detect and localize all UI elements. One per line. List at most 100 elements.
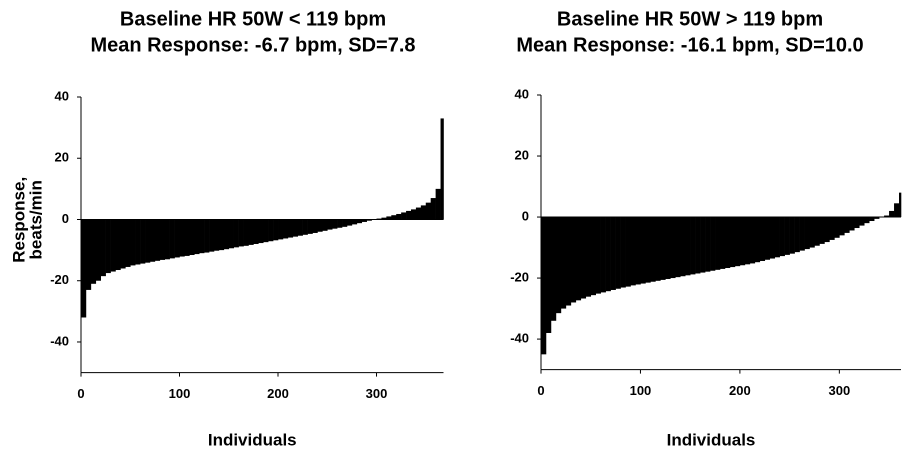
bar [754,217,761,263]
bar [406,210,412,220]
bar [670,217,676,279]
bar [95,219,102,281]
bar [685,217,691,276]
bar [580,217,587,299]
bar [396,213,402,220]
bar [565,217,572,306]
bar [834,217,840,238]
bar [159,219,166,260]
bar [605,217,611,292]
bar [317,219,323,232]
bar [213,219,220,251]
bar [130,219,136,266]
bar [381,217,387,220]
x-tick-label: 200 [267,386,289,401]
bar [292,219,299,237]
bar [386,216,392,220]
bar [889,210,895,218]
x-axis-title: Individuals [667,430,756,449]
bar [734,217,741,267]
bar [595,217,601,294]
bar [585,217,592,297]
bar [278,219,284,240]
bar [164,219,170,260]
bar [660,217,666,280]
bar [849,217,855,231]
bar [555,217,562,314]
y-axis-title: beats/min [26,180,45,259]
bar [814,217,820,246]
bar [327,219,333,230]
bar [337,219,343,228]
y-tick-label: 40 [515,86,529,101]
bar [739,217,746,266]
bar [610,217,616,290]
bar [125,219,131,267]
x-tick-label: 300 [828,383,850,398]
bar [620,217,626,288]
bar [90,219,97,284]
bar [809,217,815,248]
bar [665,217,671,279]
y-tick-label: 0 [522,208,529,223]
bar [829,217,835,240]
x-tick-label: 200 [729,383,751,398]
bar [81,219,87,318]
bar [189,219,195,256]
x-tick-label: 0 [77,386,84,401]
bar [899,192,902,218]
bar [645,217,651,283]
bar [307,219,313,234]
bar [356,219,363,224]
bar [794,217,800,253]
bar [550,217,557,321]
bar [430,198,436,220]
bar [615,217,621,289]
bar [635,217,641,285]
y-tick-label: -20 [50,272,69,287]
bar [120,219,126,269]
bar [218,219,225,251]
bar [248,219,254,245]
bar [720,217,726,269]
bar [869,217,875,222]
bar [312,219,318,233]
bar [804,217,810,250]
bar [844,217,850,233]
bar [415,207,422,220]
chart-subtitle: Mean Response: -6.7 bpm, SD=7.8 [90,34,415,56]
bar [228,219,234,249]
bar [545,217,552,333]
bar [680,217,686,277]
bar [435,188,441,220]
bar [774,217,780,258]
bar [630,217,636,286]
bar [570,217,577,303]
bar [169,219,175,259]
y-tick-label: -40 [510,331,529,346]
bar [864,217,870,224]
bar [105,219,111,274]
bar [705,217,711,272]
bar [342,219,348,227]
y-tick-label: 40 [55,88,69,103]
bar [199,219,205,254]
bar [149,219,156,262]
bar [839,217,845,236]
x-axis-title: Individuals [208,430,297,449]
bar [854,217,860,229]
bar [273,219,279,241]
bar [824,217,830,243]
bar [366,219,372,221]
bar [154,219,161,261]
bar [194,219,200,255]
bar [361,219,367,222]
chart-title: Baseline HR 50W > 119 bpm [557,8,823,30]
bar [351,219,358,225]
bar [779,217,785,257]
bar [859,217,865,226]
y-tick-label: 20 [55,150,69,165]
bar [560,217,567,309]
bar [263,219,269,243]
bar [174,219,180,258]
